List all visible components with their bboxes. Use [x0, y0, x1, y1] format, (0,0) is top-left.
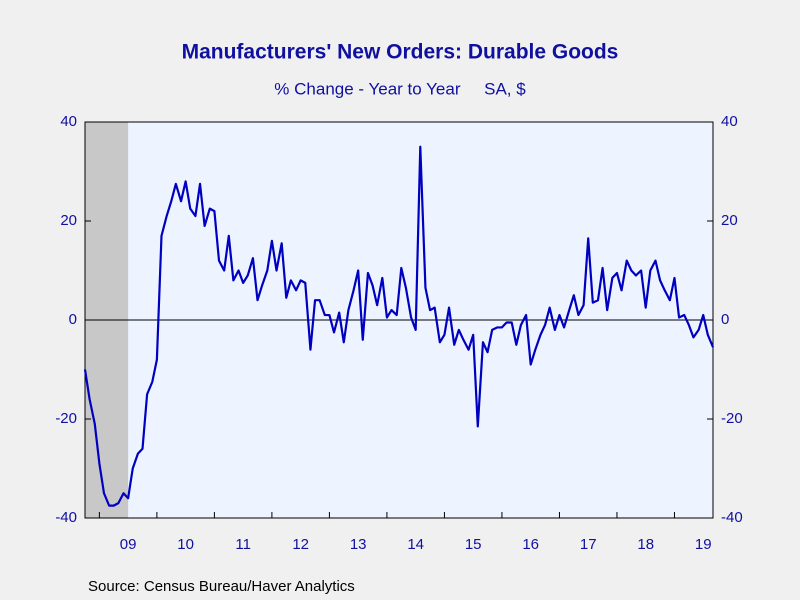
chart-title: Manufacturers' New Orders: Durable Goods — [182, 41, 619, 64]
data-line — [83, 145, 715, 507]
y-tick-label: 20 — [60, 212, 77, 229]
x-tick-label: 17 — [580, 536, 597, 553]
y-tick-label: -40 — [55, 509, 77, 526]
x-tick-label: 11 — [235, 536, 251, 553]
x-tick-label: 15 — [465, 536, 482, 553]
source-note: Source: Census Bureau/Haver Analytics — [88, 578, 355, 595]
y2-tick-label: -20 — [721, 410, 743, 427]
x-tick-label: 10 — [177, 536, 194, 553]
x-tick-label: 16 — [522, 536, 539, 553]
y-tick-label: 0 — [69, 311, 77, 328]
chart-subtitle: % Change - Year to Year SA, $ — [274, 79, 526, 98]
plot-frame — [84, 121, 714, 519]
x-tick-label: 14 — [407, 536, 424, 553]
y2-tick-label: 0 — [721, 311, 729, 328]
x-tick-label: 09 — [120, 536, 137, 553]
y2-tick-label: 40 — [721, 113, 738, 130]
x-tick-label: 13 — [350, 536, 367, 553]
x-tick-label: 19 — [695, 536, 712, 553]
y2-tick-label: -40 — [721, 509, 743, 526]
y-tick-label: -20 — [55, 410, 77, 427]
y-tick-label: 40 — [60, 113, 77, 130]
y2-tick-label: 20 — [721, 212, 738, 229]
x-tick-label: 18 — [637, 536, 654, 553]
x-tick-label: 12 — [292, 536, 309, 553]
